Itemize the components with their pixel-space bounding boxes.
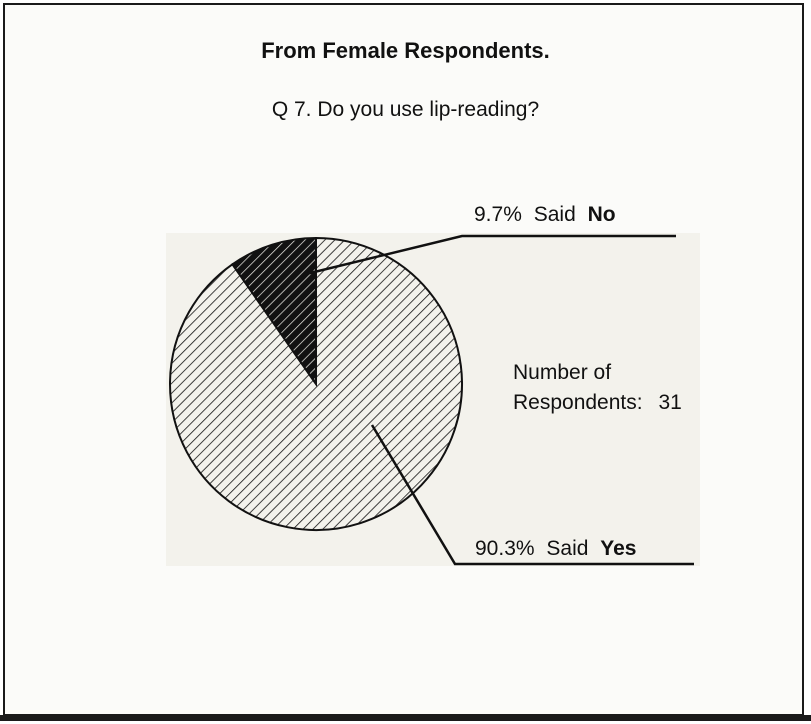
slice-label-no-prefix: Said [534,203,576,226]
bottom-rule [0,715,811,721]
slice-label-no-pct: 9.7% [474,203,522,226]
slice-label-yes-prefix: Said [546,537,588,560]
respondents-label-line2: Respondents: 31 [513,391,682,414]
respondents-label-line1: Number of [513,361,611,384]
slice-label-no: 9.7% Said No [474,203,616,226]
respondents-count: 31 [658,391,681,414]
slice-label-no-answer: No [588,203,616,226]
pie-slice-no [231,236,317,388]
chart-subtitle: Q 7. Do you use lip-reading? [271,98,540,121]
leader-line-yes [370,424,694,566]
leader-line-no [301,234,676,277]
slice-label-yes-answer: Yes [600,537,636,560]
slice-label-yes-pct: 90.3% [475,537,535,560]
chart-title: From Female Respondents. [261,38,550,63]
slice-label-yes: 90.3% Said Yes [475,537,636,560]
respondents-label-text: Respondents: [513,391,643,414]
